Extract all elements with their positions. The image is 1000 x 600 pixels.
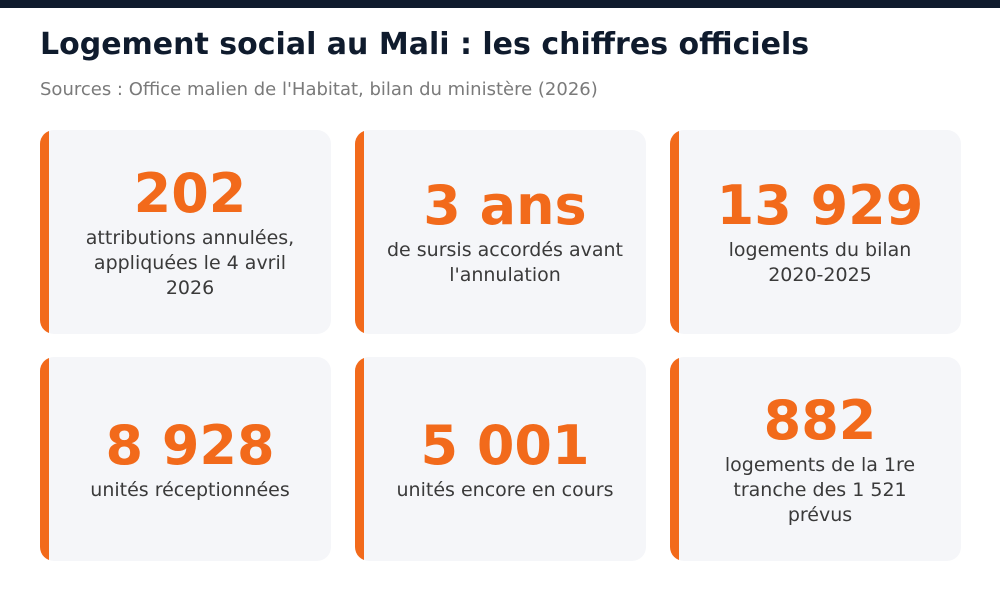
stat-value: 882 xyxy=(763,388,877,452)
stat-value: 13 929 xyxy=(716,174,924,237)
stat-value: 8 928 xyxy=(105,413,275,477)
stat-card-en-cours: 5 001 unités encore en cours xyxy=(355,357,646,561)
card-accent-bar xyxy=(40,357,49,561)
stat-value: 5 001 xyxy=(420,413,590,477)
stat-label: de sursis accordés avant l'annulation xyxy=(386,239,623,286)
card-accent-bar xyxy=(670,357,679,561)
page-subtitle: Sources : Office malien de l'Habitat, bi… xyxy=(40,79,598,100)
stat-value: 3 ans xyxy=(423,174,587,237)
stat-card-attributions: 202 attributions annulées, appliquées le… xyxy=(40,130,331,334)
stat-label: logements de la 1re tranche des 1 521 pr… xyxy=(724,453,916,526)
stat-card-premiere-tranche: 882 logements de la 1re tranche des 1 52… xyxy=(670,357,961,561)
stats-grid: 202 attributions annulées, appliquées le… xyxy=(40,130,961,561)
card-accent-bar xyxy=(355,357,364,561)
stat-card-receptionnees: 8 928 unités réceptionnées xyxy=(40,357,331,561)
stat-label: attributions annulées, appliquées le 4 a… xyxy=(85,226,295,299)
card-accent-bar xyxy=(670,130,679,334)
stat-label: unités encore en cours xyxy=(396,478,614,501)
stat-label: unités réceptionnées xyxy=(90,478,290,501)
stat-card-bilan: 13 929 logements du bilan 2020-2025 xyxy=(670,130,961,334)
stat-card-sursis: 3 ans de sursis accordés avant l'annulat… xyxy=(355,130,646,334)
card-accent-bar xyxy=(40,130,49,334)
card-accent-bar xyxy=(355,130,364,334)
page-title: Logement social au Mali : les chiffres o… xyxy=(40,27,810,62)
stat-label: logements du bilan 2020-2025 xyxy=(728,239,912,286)
top-bar xyxy=(0,0,1000,8)
stat-value: 202 xyxy=(133,161,247,225)
